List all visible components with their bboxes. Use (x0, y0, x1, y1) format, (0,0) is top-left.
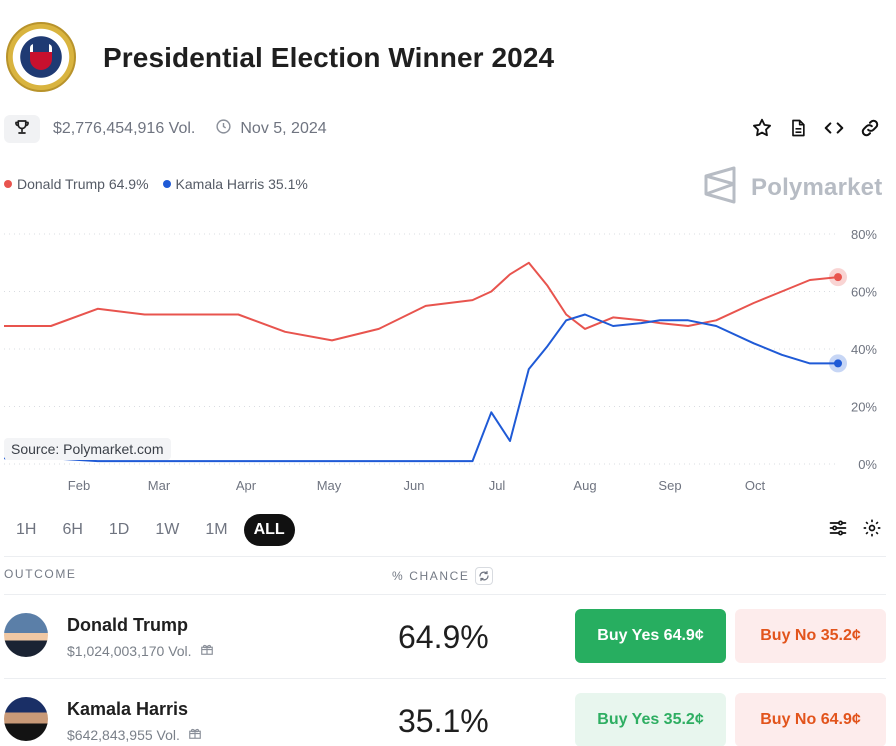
trophy-button[interactable] (4, 115, 40, 143)
trophy-icon (13, 118, 31, 141)
y-tick-label: 0% (858, 457, 877, 472)
legend-harris: Kamala Harris 35.1% (162, 176, 308, 192)
x-tick-label: May (317, 478, 342, 493)
x-tick-label: Feb (68, 478, 90, 493)
outcome-column-header: OUTCOME (4, 567, 77, 581)
divider (4, 594, 886, 595)
market-actions (750, 116, 882, 140)
candidate-name: Donald Trump (67, 615, 188, 635)
polymarket-brand: Polymarket (703, 166, 882, 209)
source-label: Source: Polymarket.com (4, 438, 171, 460)
brand-name: Polymarket (751, 173, 883, 201)
table-row: Donald Trump $1,024,003,170 Vol. 64.9% B… (0, 597, 896, 675)
series-end-point (834, 359, 842, 368)
x-tick-label: Apr (236, 478, 257, 493)
range-all[interactable]: ALL (243, 514, 295, 546)
chance-value: 64.9% (398, 619, 489, 655)
time-range-selector: 1H 6H 1D 1W 1M ALL (6, 514, 295, 546)
legend-trump: Donald Trump 64.9% (4, 176, 149, 192)
clock-icon (215, 118, 232, 140)
presidential-seal-logo (6, 22, 76, 92)
table-row: Kamala Harris $642,843,955 Vol. 35.1% Bu… (0, 681, 896, 746)
market-meta: $2,776,454,916 Vol. Nov 5, 2024 (4, 114, 327, 144)
x-tick-label: Jul (489, 478, 506, 493)
range-1m[interactable]: 1M (205, 521, 228, 538)
series-line-kamala-harris (4, 313, 838, 463)
chance-value: 35.1% (398, 703, 489, 739)
y-tick-label: 40% (851, 342, 877, 357)
x-tick-label: Sep (658, 478, 681, 493)
divider (4, 678, 886, 679)
range-1d[interactable]: 1D (108, 521, 130, 538)
link-icon[interactable] (858, 116, 882, 140)
total-volume: $2,776,454,916 Vol. (53, 120, 196, 137)
document-icon[interactable] (786, 116, 810, 140)
candidate-volume: $642,843,955 Vol. (67, 726, 202, 743)
x-tick-label: Oct (745, 478, 766, 493)
buy-yes-button[interactable]: Buy Yes 64.9¢ (575, 609, 726, 663)
harris-dot-icon (162, 180, 171, 188)
range-1w[interactable]: 1W (155, 521, 180, 538)
embed-code-icon[interactable] (822, 116, 846, 140)
price-history-chart[interactable]: 80% 60% 40% 20% 0% Feb Mar Apr May Jun Jul Aug Sep Oc… (0, 220, 896, 500)
y-tick-label: 80% (851, 227, 877, 242)
buy-no-button[interactable]: Buy No 64.9¢ (735, 693, 886, 746)
end-date: Nov 5, 2024 (240, 120, 327, 137)
polymarket-logo-icon (703, 166, 737, 209)
star-icon[interactable] (750, 116, 774, 140)
y-tick-label: 60% (851, 285, 877, 300)
trump-dot-icon (4, 180, 12, 188)
gear-icon[interactable] (862, 518, 882, 543)
gift-icon[interactable] (188, 726, 202, 743)
sliders-icon[interactable] (828, 518, 848, 543)
gift-icon[interactable] (200, 642, 214, 659)
x-tick-label: Jun (404, 478, 425, 493)
buy-yes-button[interactable]: Buy Yes 35.2¢ (575, 693, 726, 746)
x-tick-label: Aug (573, 478, 596, 493)
buy-no-button[interactable]: Buy No 35.2¢ (735, 609, 886, 663)
series-line-donald-trump (4, 261, 839, 342)
candidate-name: Kamala Harris (67, 699, 189, 719)
candidate-volume: $1,024,003,170 Vol. (67, 642, 214, 659)
chart-legend: Donald Trump 64.9% Kamala Harris 35.1% (4, 176, 308, 192)
range-1h[interactable]: 1H (16, 521, 37, 538)
series-end-point (834, 273, 842, 282)
chance-column-header: % CHANCE (392, 567, 494, 585)
avatar (4, 697, 48, 741)
refresh-icon[interactable] (475, 567, 494, 585)
y-tick-label: 20% (851, 400, 877, 415)
x-tick-label: Mar (148, 478, 171, 493)
avatar (4, 613, 48, 657)
range-6h[interactable]: 6H (62, 521, 83, 538)
page-title: Presidential Election Winner 2024 (103, 42, 555, 73)
chart-controls (828, 518, 882, 543)
divider (4, 556, 886, 557)
